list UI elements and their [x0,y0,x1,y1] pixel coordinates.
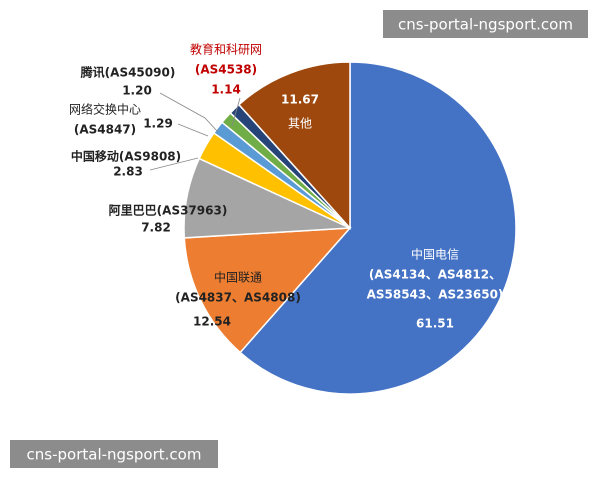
leader-line [231,97,241,127]
slice-label: 腾讯(AS45090) [80,65,176,80]
slice-label: 中国联通 [214,270,262,285]
slice-label: 阿里巴巴(AS37963) [109,203,228,218]
value-label: 1.14 [211,83,241,97]
watermark-box [10,440,218,468]
slice-label: AS58543、AS23650) [367,288,504,302]
slice-label: (AS4847) [74,123,136,137]
slice-label: 网络交换中心 [69,102,141,117]
value-label: 12.54 [193,315,231,329]
pie-slice [183,227,352,354]
pie-slice [239,61,517,395]
pie-slice [237,61,351,230]
slice-label: 中国移动(AS9808) [71,149,181,164]
watermark: cns-portal-ngsport.com [27,446,202,464]
slice-label: 教育和科研网 [190,42,262,57]
leader-line [177,123,209,137]
value-label: 61.51 [416,317,454,331]
watermark-box [383,10,588,38]
leader-line [149,157,199,171]
slice-label: 其他 [288,117,312,131]
value-label: 1.29 [143,117,173,131]
slice-label: (AS4538) [195,63,257,77]
watermark: cns-portal-ngsport.com [398,16,573,34]
leader-line [159,92,219,133]
value-label: 11.67 [281,93,319,107]
slice-label: (AS4837、AS4808) [175,291,301,305]
value-label: 1.20 [122,84,152,98]
slice-label: (AS4134、AS4812、 [369,268,501,282]
value-label: 7.82 [141,221,171,235]
value-label: 2.83 [113,165,143,179]
slice-label: 中国电信 [411,247,459,262]
